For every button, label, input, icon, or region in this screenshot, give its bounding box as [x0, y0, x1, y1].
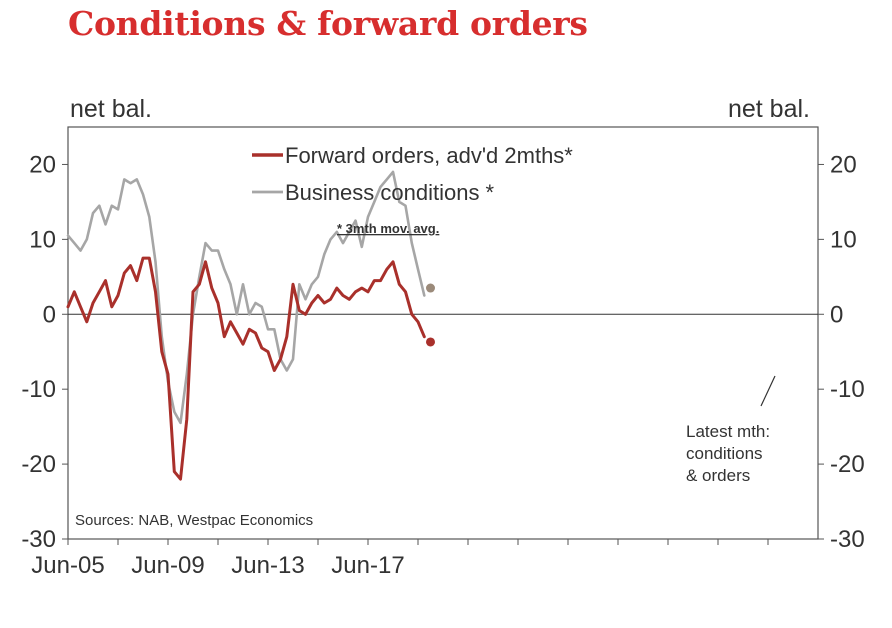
y-tick-label-left: 20 — [29, 151, 56, 178]
source-note: Sources: NAB, Westpac Economics — [75, 512, 313, 529]
latest-markers — [426, 283, 435, 347]
legend-label-forward-orders: Forward orders, adv'd 2mths* — [285, 143, 573, 168]
y-tick-label-right: -20 — [830, 451, 865, 478]
x-tick-label: Jun-13 — [231, 552, 304, 579]
callout-leader-line — [760, 375, 776, 407]
y-tick-label-right: -10 — [830, 376, 865, 403]
y-tick-label-left: 10 — [29, 226, 56, 253]
legend-label-business-conditions: Business conditions * — [285, 180, 495, 205]
callout-line: & orders — [686, 466, 750, 485]
y-axis-left-label: net bal. — [70, 95, 152, 123]
x-tick-label: Jun-17 — [331, 552, 404, 579]
y-tick-label-right: 0 — [830, 301, 843, 328]
y-tick-label-right: 20 — [830, 151, 857, 178]
x-tick-label: Jun-09 — [131, 552, 204, 579]
latest-conditions-point — [426, 283, 435, 293]
latest-orders-point — [426, 337, 435, 347]
y-tick-label-left: -10 — [21, 376, 56, 403]
callout-line: conditions — [686, 444, 763, 463]
y-tick-label-left: 0 — [43, 301, 56, 328]
x-tick-label: Jun-05 — [31, 552, 104, 579]
note-mov-avg: * 3mth mov. avg. — [337, 221, 439, 236]
series-lines — [66, 170, 426, 481]
series-forward-orders — [66, 256, 426, 481]
latest-callout: Latest mth: conditions & orders — [686, 375, 776, 485]
series-business-conditions — [66, 170, 426, 425]
y-axis-right-label: net bal. — [728, 95, 810, 123]
y-tick-label-right: 10 — [830, 226, 857, 253]
y-tick-label-right: -30 — [830, 526, 865, 553]
y-tick-label-left: -20 — [21, 451, 56, 478]
chart-title: Conditions & forward orders — [68, 4, 588, 43]
legend: Forward orders, adv'd 2mths* Business con… — [252, 143, 573, 205]
y-tick-label-left: -30 — [21, 526, 56, 553]
plot-border — [67, 126, 819, 540]
callout-line: Latest mth: — [686, 422, 770, 441]
